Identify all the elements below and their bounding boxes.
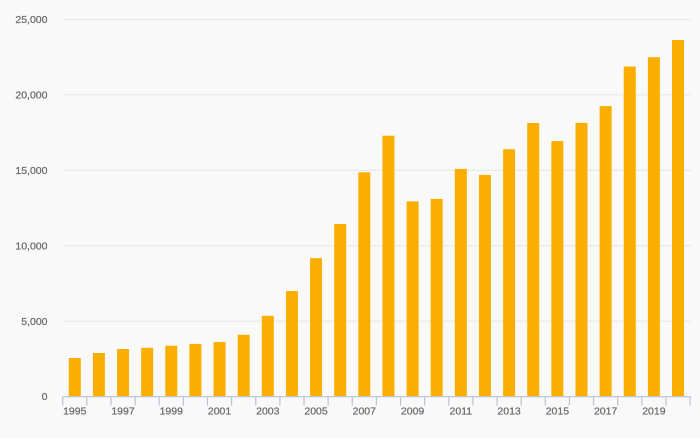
svg-text:1995: 1995 — [63, 405, 87, 417]
svg-text:2015: 2015 — [546, 405, 570, 417]
svg-text:2003: 2003 — [256, 405, 280, 417]
svg-text:2011: 2011 — [450, 405, 473, 417]
svg-text:2007: 2007 — [353, 405, 377, 417]
svg-text:2009: 2009 — [401, 405, 425, 417]
svg-text:2005: 2005 — [304, 405, 328, 417]
svg-text:2001: 2001 — [208, 405, 232, 417]
svg-text:2017: 2017 — [594, 405, 618, 417]
svg-text:0: 0 — [42, 391, 48, 403]
svg-text:20,000: 20,000 — [15, 90, 47, 102]
svg-text:1997: 1997 — [111, 405, 135, 417]
svg-text:2019: 2019 — [642, 405, 666, 417]
svg-text:10,000: 10,000 — [15, 240, 47, 252]
svg-text:2013: 2013 — [497, 405, 521, 417]
svg-text:1999: 1999 — [160, 405, 184, 417]
svg-text:5,000: 5,000 — [21, 316, 47, 328]
svg-text:25,000: 25,000 — [15, 14, 47, 26]
svg-text:15,000: 15,000 — [15, 165, 47, 177]
